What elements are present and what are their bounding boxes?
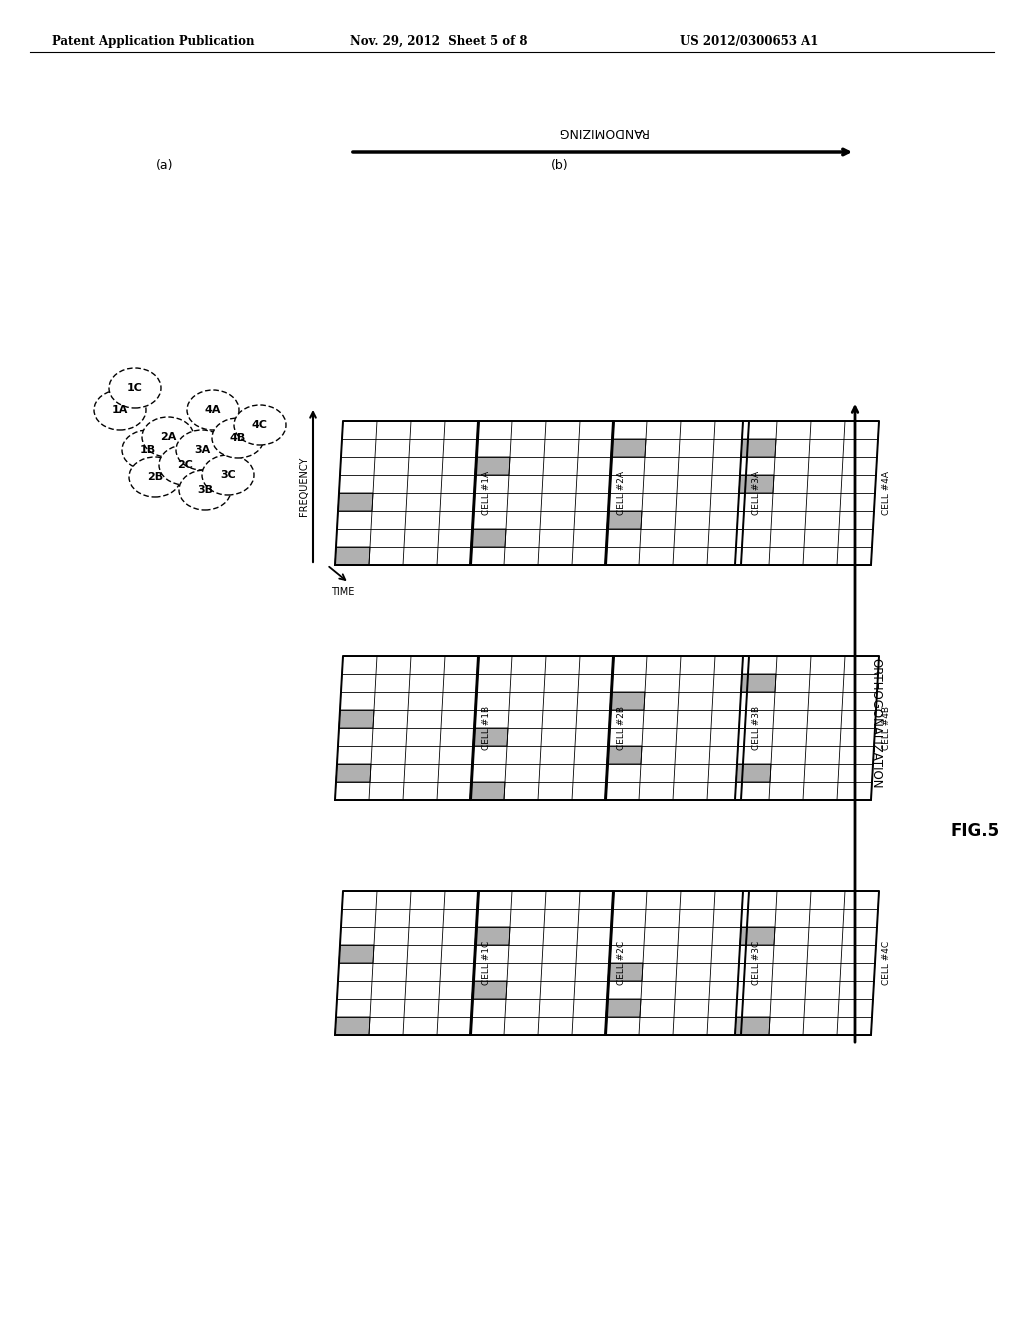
Polygon shape bbox=[339, 945, 374, 964]
Polygon shape bbox=[611, 440, 646, 457]
Text: CELL #1C: CELL #1C bbox=[482, 941, 490, 985]
Ellipse shape bbox=[94, 389, 146, 430]
Text: 4C: 4C bbox=[252, 420, 268, 430]
Text: CELL #4A: CELL #4A bbox=[882, 471, 891, 515]
Polygon shape bbox=[741, 440, 776, 457]
Text: 3C: 3C bbox=[220, 470, 236, 480]
Polygon shape bbox=[741, 675, 776, 692]
Ellipse shape bbox=[212, 418, 264, 458]
Polygon shape bbox=[736, 764, 771, 781]
Text: 4B: 4B bbox=[229, 433, 246, 444]
Ellipse shape bbox=[109, 368, 161, 408]
Text: (b): (b) bbox=[551, 158, 568, 172]
Polygon shape bbox=[475, 457, 510, 475]
Text: US 2012/0300653 A1: US 2012/0300653 A1 bbox=[680, 36, 818, 48]
Text: CELL #2B: CELL #2B bbox=[617, 706, 626, 750]
Text: RANDOMIZING: RANDOMIZING bbox=[557, 125, 648, 139]
Text: 2B: 2B bbox=[146, 473, 163, 482]
Text: 1C: 1C bbox=[127, 383, 143, 393]
Polygon shape bbox=[606, 999, 641, 1016]
Polygon shape bbox=[470, 781, 505, 800]
Text: CELL #2C: CELL #2C bbox=[617, 941, 626, 985]
Text: 4A: 4A bbox=[205, 405, 221, 414]
Ellipse shape bbox=[176, 430, 228, 470]
Text: CELL #1A: CELL #1A bbox=[482, 471, 490, 515]
Polygon shape bbox=[335, 546, 370, 565]
Polygon shape bbox=[472, 981, 507, 999]
Text: CELL #3B: CELL #3B bbox=[752, 706, 761, 750]
Text: CELL #4B: CELL #4B bbox=[882, 706, 891, 750]
Polygon shape bbox=[338, 492, 373, 511]
Text: CELL #3C: CELL #3C bbox=[752, 941, 761, 985]
Polygon shape bbox=[608, 964, 643, 981]
Text: TIME: TIME bbox=[331, 587, 354, 597]
Text: FREQUENCY: FREQUENCY bbox=[299, 457, 309, 516]
Polygon shape bbox=[336, 764, 371, 781]
Text: Patent Application Publication: Patent Application Publication bbox=[52, 36, 255, 48]
Polygon shape bbox=[607, 746, 642, 764]
Ellipse shape bbox=[122, 430, 174, 470]
Text: CELL #1B: CELL #1B bbox=[482, 706, 490, 750]
Text: CELL #4C: CELL #4C bbox=[882, 941, 891, 985]
Ellipse shape bbox=[234, 405, 286, 445]
Text: 2A: 2A bbox=[160, 432, 176, 442]
Polygon shape bbox=[475, 927, 510, 945]
Ellipse shape bbox=[187, 389, 239, 430]
Text: Nov. 29, 2012  Sheet 5 of 8: Nov. 29, 2012 Sheet 5 of 8 bbox=[350, 36, 527, 48]
Text: FIG.5: FIG.5 bbox=[950, 822, 999, 840]
Text: 2C: 2C bbox=[177, 459, 193, 470]
Polygon shape bbox=[339, 710, 374, 729]
Text: 1B: 1B bbox=[140, 445, 156, 455]
Polygon shape bbox=[335, 1016, 370, 1035]
Polygon shape bbox=[471, 529, 506, 546]
Text: 3A: 3A bbox=[194, 445, 210, 455]
Text: 3B: 3B bbox=[197, 484, 213, 495]
Ellipse shape bbox=[202, 455, 254, 495]
Text: ORTHOGONALIZATION: ORTHOGONALIZATION bbox=[869, 657, 882, 788]
Text: (a): (a) bbox=[157, 158, 174, 172]
Text: 1A: 1A bbox=[112, 405, 128, 414]
Ellipse shape bbox=[142, 417, 194, 457]
Polygon shape bbox=[740, 927, 775, 945]
Polygon shape bbox=[473, 729, 508, 746]
Polygon shape bbox=[735, 1016, 770, 1035]
Ellipse shape bbox=[129, 457, 181, 498]
Ellipse shape bbox=[159, 445, 211, 484]
Polygon shape bbox=[610, 692, 645, 710]
Text: CELL #3A: CELL #3A bbox=[752, 471, 761, 515]
Ellipse shape bbox=[179, 470, 231, 510]
Polygon shape bbox=[739, 475, 774, 492]
Text: CELL #2A: CELL #2A bbox=[617, 471, 626, 515]
Polygon shape bbox=[607, 511, 642, 529]
